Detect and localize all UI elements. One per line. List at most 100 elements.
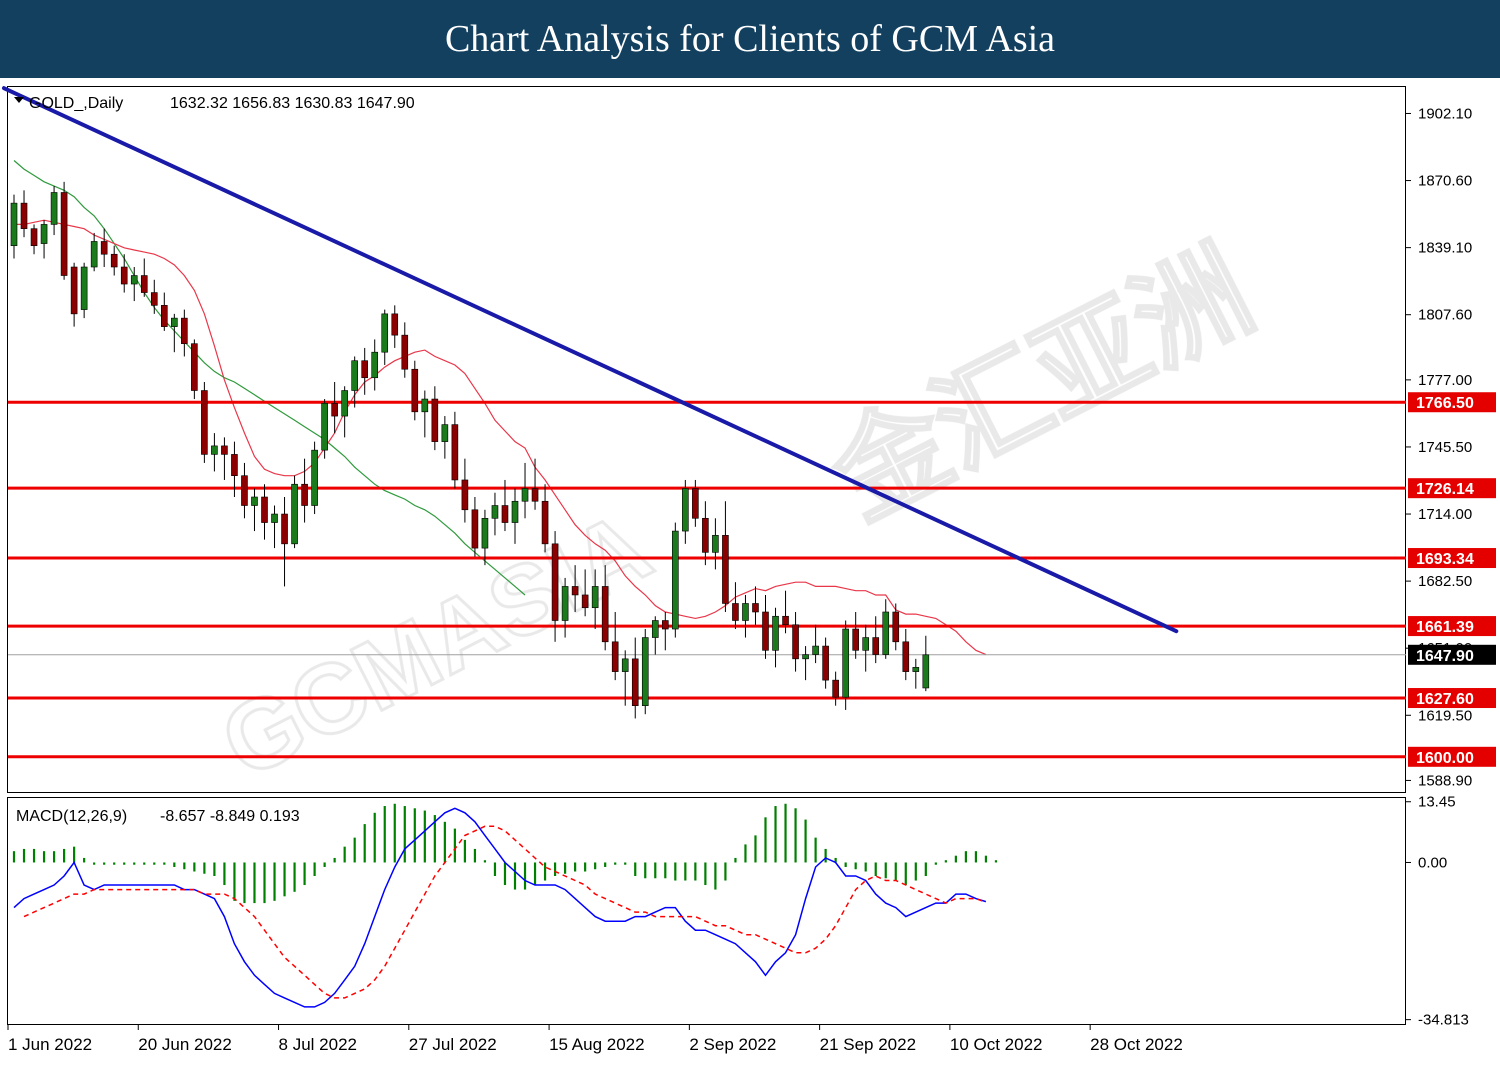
candle xyxy=(722,501,729,612)
macd-axis: 13.45 0.00 -34.813 xyxy=(1406,794,1469,1029)
candle-body xyxy=(802,654,809,660)
candle-body xyxy=(862,637,870,651)
candle xyxy=(712,518,719,570)
downtrend-line xyxy=(1,86,1179,634)
time-tick-label: 28 Oct 2022 xyxy=(1090,1035,1183,1054)
candle-body xyxy=(922,654,930,689)
candle-body xyxy=(130,275,138,285)
fast-ma-line xyxy=(14,219,987,656)
candle xyxy=(682,479,689,544)
candle-body xyxy=(110,253,118,268)
horizontal-levels xyxy=(8,400,1406,759)
candle xyxy=(501,479,509,532)
candle-body xyxy=(561,586,569,621)
level-price-tag xyxy=(1408,616,1496,637)
candle-body xyxy=(601,586,609,643)
candle-body xyxy=(772,615,779,651)
candle xyxy=(231,441,238,497)
candle-body xyxy=(882,611,890,655)
candle xyxy=(361,347,369,395)
candle xyxy=(651,616,659,655)
candle xyxy=(882,599,890,659)
time-tick-label: 10 Oct 2022 xyxy=(950,1035,1043,1054)
candle-body xyxy=(581,594,589,609)
candle xyxy=(631,637,639,719)
level-price-tag xyxy=(1408,548,1496,569)
candle xyxy=(371,339,379,391)
candle-body xyxy=(491,505,499,519)
candle-body xyxy=(60,192,68,276)
candle xyxy=(892,603,900,651)
macd-tick-label: 13.45 xyxy=(1418,794,1456,811)
candle-body xyxy=(852,628,859,651)
candle xyxy=(441,416,449,459)
candle-body xyxy=(611,641,619,672)
candle-body xyxy=(281,513,288,545)
price-tick-label: 1839.10 xyxy=(1418,240,1472,257)
candle-body xyxy=(171,317,178,327)
candle-body xyxy=(140,275,148,293)
candle xyxy=(10,194,18,259)
candle xyxy=(451,411,459,489)
candle xyxy=(431,386,439,451)
macd-panel-frame xyxy=(7,797,1406,1025)
candle-body xyxy=(752,603,759,613)
candle-body xyxy=(321,402,328,451)
candle-body xyxy=(842,628,849,698)
candle-body xyxy=(40,224,48,244)
candle xyxy=(641,629,649,715)
candle-body xyxy=(471,509,479,549)
time-tick-label: 8 Jul 2022 xyxy=(279,1035,357,1054)
candle xyxy=(261,484,268,540)
candle xyxy=(561,577,569,638)
candle-body xyxy=(411,368,419,413)
time-tick-label: 20 Jun 2022 xyxy=(138,1035,232,1054)
candle xyxy=(311,441,318,515)
candle xyxy=(100,228,108,268)
price-tick-label: 1807.60 xyxy=(1418,307,1472,324)
candle xyxy=(301,458,308,523)
price-tick-label: 1870.60 xyxy=(1418,173,1472,190)
candle-body xyxy=(401,334,409,370)
candle-body xyxy=(902,641,910,672)
candle xyxy=(110,245,118,276)
candle-body xyxy=(100,241,108,255)
level-price-tag xyxy=(1408,392,1496,413)
candle xyxy=(461,458,469,523)
candle xyxy=(581,569,589,617)
candle-body xyxy=(521,488,529,502)
slow-ma-line xyxy=(13,160,526,596)
time-axis: 1 Jun 2022 20 Jun 2022 8 Jul 2022 27 Jul 20… xyxy=(7,1025,1183,1054)
candle xyxy=(331,382,338,434)
candle-body xyxy=(892,611,900,643)
price-tick-label: 1902.10 xyxy=(1418,105,1472,122)
candle xyxy=(391,305,399,348)
candle-body xyxy=(150,292,158,306)
level-price-tag-label: 1726.14 xyxy=(1416,481,1474,498)
level-price-tag-label: 1600.00 xyxy=(1416,750,1474,767)
candle-body xyxy=(361,360,369,379)
candle xyxy=(842,620,849,710)
candle-body xyxy=(371,351,379,379)
candle xyxy=(692,479,699,527)
candle xyxy=(702,501,709,566)
macd-line xyxy=(13,807,987,1008)
level-price-tag-label: 1766.50 xyxy=(1416,395,1474,412)
candle xyxy=(672,522,679,638)
time-tick-label: 2 Sep 2022 xyxy=(689,1035,776,1054)
price-tick-label: 1714.00 xyxy=(1418,506,1472,523)
price-tick-label: 1588.90 xyxy=(1418,772,1472,789)
candle xyxy=(621,650,629,706)
chart-menu-triangle-icon[interactable] xyxy=(14,97,24,103)
candles xyxy=(10,181,930,719)
candle xyxy=(80,262,88,319)
candle-body xyxy=(531,488,539,502)
candle-body xyxy=(832,679,839,698)
level-price-tag xyxy=(1408,688,1496,709)
candle-body xyxy=(70,266,78,315)
candle xyxy=(161,292,168,331)
candle xyxy=(872,616,880,664)
candle xyxy=(531,458,539,510)
candle-body xyxy=(722,535,729,604)
macd-indicator xyxy=(12,803,998,1008)
